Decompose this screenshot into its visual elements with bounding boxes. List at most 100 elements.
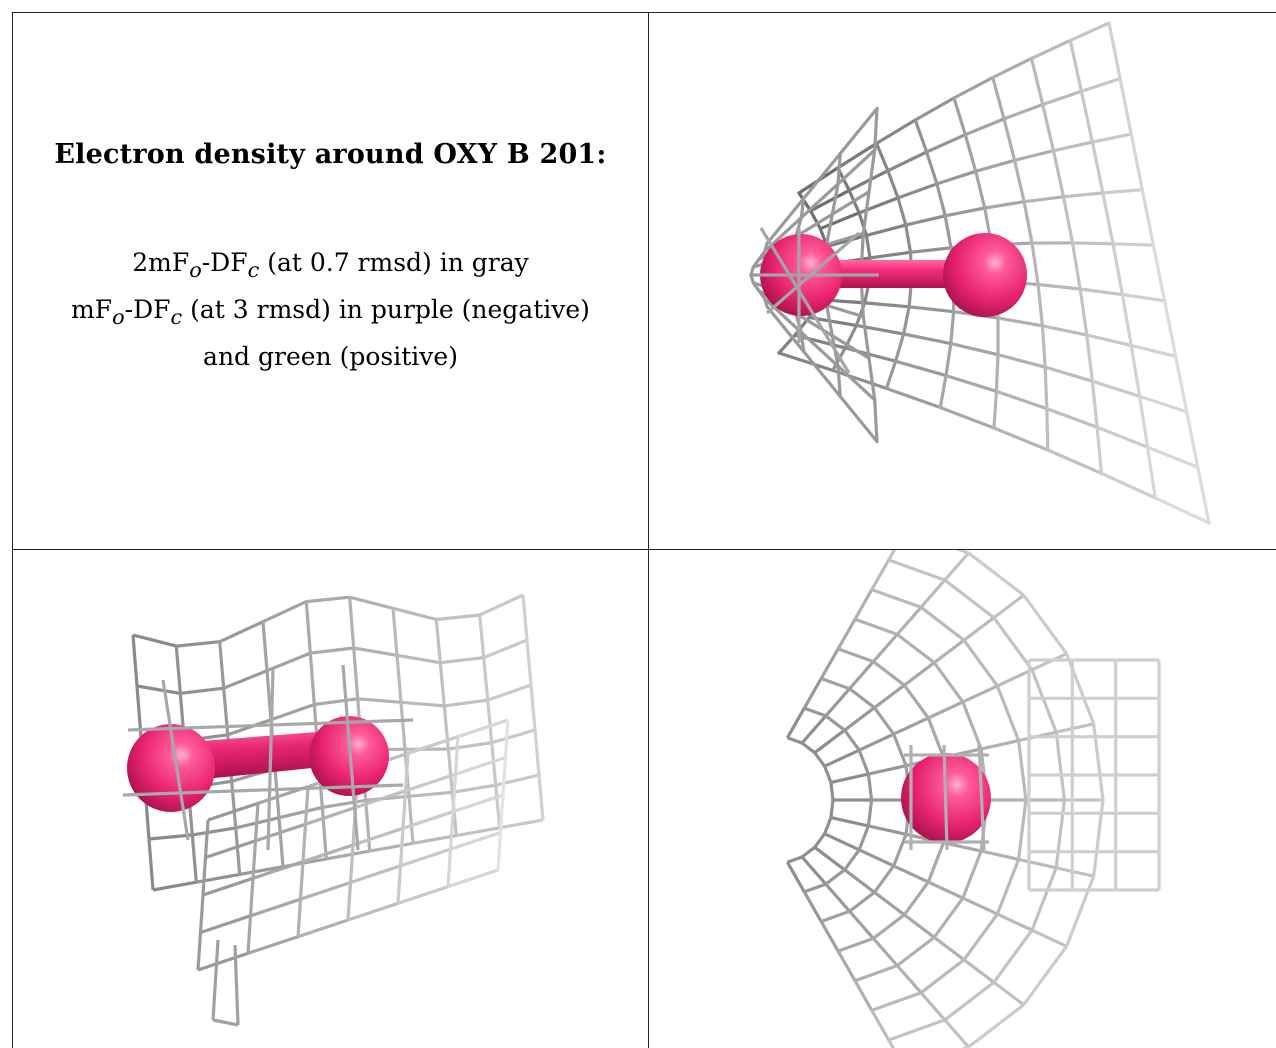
mesh-edge (537, 774, 545, 821)
mesh-edge (757, 289, 767, 301)
mesh-edge (1055, 866, 1095, 878)
mesh-edge (1040, 324, 1089, 337)
mesh-edge (786, 707, 806, 739)
mesh-edge (1065, 653, 1096, 725)
mesh-edge (1043, 365, 1094, 383)
legend-sub: c (247, 258, 260, 282)
mesh-edge (836, 364, 877, 402)
mesh-edge (932, 661, 965, 703)
mesh-edge (825, 233, 868, 248)
mesh-edge (132, 633, 177, 648)
mesh-edge (302, 843, 354, 864)
mesh-edge (836, 148, 877, 186)
mesh-edge (1045, 407, 1099, 429)
mesh-edge (494, 785, 502, 828)
mesh-edge (983, 200, 1026, 210)
oxygen-atom-left (127, 724, 215, 812)
mesh-edge (1030, 867, 1058, 931)
mesh-edge (896, 182, 939, 200)
mesh-edge (887, 1039, 896, 1048)
mesh-edge (1090, 379, 1099, 429)
mesh-edge (967, 1003, 1025, 1048)
mesh-edge (786, 861, 806, 893)
mesh-edge (825, 303, 865, 319)
mesh-edge (1030, 241, 1040, 287)
mesh-edge (230, 781, 238, 829)
mesh-edge (448, 741, 492, 751)
mesh-edge (1138, 394, 1150, 449)
mesh-edge (935, 182, 947, 218)
mesh-edge (298, 861, 305, 900)
mesh-edge (402, 810, 454, 830)
mesh-edge (938, 374, 948, 410)
mesh-edge (867, 356, 877, 402)
mesh-edge (1002, 117, 1017, 162)
mesh-edge (808, 209, 822, 231)
mesh-edge (301, 824, 308, 862)
mesh-edge (1145, 445, 1200, 469)
figure-grid (12, 12, 1276, 1048)
mesh-edge (407, 796, 415, 844)
mesh-edge (1065, 875, 1096, 947)
legend-text: (at 0.7 rmsd) in gray (259, 248, 529, 277)
mesh-edge (218, 641, 226, 689)
mesh-edge (992, 389, 998, 430)
mesh-edge (854, 964, 898, 983)
mesh-edge (830, 190, 871, 216)
mesh-edge (1054, 732, 1066, 801)
mesh-edge (349, 595, 394, 610)
mesh-edge (1185, 410, 1200, 469)
mesh-edge (1107, 21, 1122, 81)
mesh-edge (861, 315, 871, 360)
mesh-edge (895, 964, 923, 994)
mesh-edge (955, 550, 970, 555)
mesh-edge (763, 297, 803, 334)
mesh-edge (870, 559, 891, 591)
legend-text: mF (71, 295, 113, 324)
mesh-edge (1129, 343, 1142, 398)
mesh-edge (341, 664, 360, 851)
mesh-edge (234, 827, 242, 875)
mesh-edge (1138, 394, 1189, 414)
mesh-edge (1068, 38, 1083, 93)
mesh-edge (933, 936, 965, 962)
mesh-edge (174, 645, 182, 694)
mesh-edge (1043, 365, 1049, 411)
mesh-edge (1079, 89, 1094, 144)
mesh-edge (369, 841, 414, 853)
mesh-edge (496, 832, 503, 871)
mesh-edge (866, 773, 874, 801)
mesh-edge (436, 613, 480, 622)
mesh-edge (794, 212, 834, 239)
mesh-edge (1120, 293, 1133, 347)
mesh-edge (446, 849, 453, 887)
mesh-edge (919, 991, 947, 1021)
legend-line-2mfo: 2mFo-DFc (at 0.7 rmsd) in gray (13, 243, 648, 290)
mesh-edge (800, 714, 828, 745)
mesh-edge (903, 684, 930, 719)
mesh-edge (974, 158, 1017, 173)
mesh-edge (943, 551, 970, 582)
mesh-edge (521, 594, 529, 641)
mesh-edge (926, 842, 945, 883)
mesh-edge (864, 233, 872, 260)
mesh-edge (529, 684, 537, 731)
mesh-edge (824, 868, 846, 886)
mesh-edge (391, 608, 399, 656)
mesh-edge (412, 834, 457, 845)
mesh-edge (277, 817, 285, 867)
mesh-edge (888, 1018, 946, 1042)
mesh-edge (1090, 132, 1133, 144)
mesh-edge (920, 606, 965, 642)
mesh-edge (825, 303, 834, 338)
mesh-edge (932, 897, 965, 939)
mesh-edge (252, 860, 304, 880)
legend-line-colors: and green (positive) (203, 342, 458, 371)
mesh-edge (192, 826, 236, 837)
mesh-edge (803, 882, 827, 894)
mesh-edge (925, 133, 967, 154)
mesh-edge (1051, 140, 1094, 153)
mesh-edge (1061, 191, 1105, 199)
mesh-edge (1041, 89, 1083, 107)
mesh-edge (920, 958, 965, 994)
